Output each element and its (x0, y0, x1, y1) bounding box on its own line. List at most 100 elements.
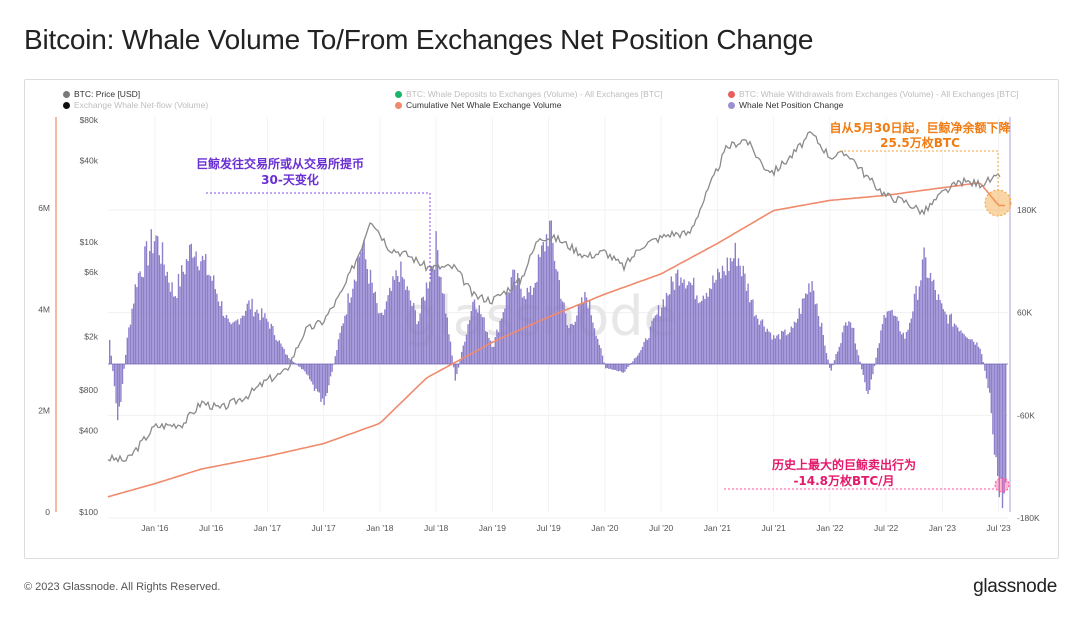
net-change-bar (432, 266, 434, 364)
net-change-bar (425, 282, 428, 364)
net-change-bar (971, 339, 973, 364)
net-change-bar (901, 334, 903, 364)
price-tick-label: $6k (84, 267, 98, 277)
legend-item-deposits[interactable]: BTC: Whale Deposits to Exchanges (Volume… (395, 89, 663, 99)
net-change-bar (445, 313, 447, 364)
net-change-bar (1005, 364, 1007, 483)
net-change-bar (998, 364, 1000, 498)
net-change-bar (387, 295, 389, 364)
net-change-bar (681, 282, 684, 364)
net-change-bar (336, 350, 338, 364)
net-change-bar (411, 305, 413, 364)
net-change-bar (435, 231, 437, 364)
net-change-bar (113, 364, 116, 387)
net-change-bar (605, 364, 607, 369)
net-change-bar (755, 314, 757, 364)
net-change-bar (989, 364, 991, 393)
legend-item-cumulative[interactable]: Cumulative Net Whale Exchange Volume (395, 100, 561, 110)
net-change-bar (341, 325, 343, 364)
net-change-bar (318, 364, 320, 393)
net-change-bar (614, 364, 616, 370)
net-change-bar (505, 293, 508, 364)
net-change-bar (363, 240, 365, 364)
net-change-bar (309, 364, 311, 380)
net-change-bar (573, 325, 575, 364)
net-change-bar (414, 310, 416, 364)
net-change-bar (494, 337, 496, 364)
net-change-bar (581, 297, 583, 364)
net-change-bar (256, 309, 258, 364)
net-change-bar (317, 364, 319, 392)
net-change-bar (630, 363, 632, 364)
net-change-bar (493, 346, 495, 364)
net-change-bar (710, 289, 712, 364)
net-change-bar (269, 328, 271, 364)
cumulative-line (107, 182, 1005, 498)
net-change-bar (934, 290, 936, 364)
net-change-bar (515, 285, 517, 364)
net-change-bar (729, 257, 732, 364)
net-change-bar (899, 331, 901, 364)
net-change-bar (377, 313, 380, 364)
net-change-bar (995, 364, 997, 458)
legend-item-withdrawals[interactable]: BTC: Whale Withdrawals from Exchanges (V… (728, 89, 1019, 99)
x-tick-label: Jul '21 (761, 523, 786, 533)
net-change-bar (635, 357, 637, 364)
net-change-bar (582, 302, 584, 364)
net-change-bar (805, 293, 807, 364)
net-change-bar (910, 318, 912, 364)
net-change-bar (441, 293, 444, 364)
x-tick-label: Jul '18 (424, 523, 449, 533)
net-change-bar (672, 281, 674, 364)
legend-item-price[interactable]: BTC: Price [USD] (63, 89, 140, 99)
net-change-bar (302, 364, 304, 370)
net-change-bar (611, 364, 613, 370)
net-change-bar (293, 362, 295, 364)
net-change-bar (752, 299, 754, 364)
net-change-bar (629, 364, 631, 366)
net-change-bar (237, 319, 239, 364)
net-change-bar (110, 355, 112, 364)
net-change-bar (750, 299, 752, 364)
net-change-bar (437, 250, 439, 364)
net-change-bar (123, 364, 125, 369)
net-change-bar (241, 315, 244, 364)
net-change-bar (373, 293, 375, 364)
net-change-bar (417, 321, 420, 364)
net-change-bar (163, 264, 165, 364)
net-change-bar (525, 299, 527, 364)
net-change-bar (902, 332, 904, 364)
legend-item-net-change[interactable]: Whale Net Position Change (728, 100, 843, 110)
net-change-bar (558, 280, 560, 364)
net-change-bar (451, 355, 453, 364)
net-change-bar (939, 300, 941, 364)
net-change-bar (856, 349, 858, 364)
net-change-bar (136, 287, 138, 364)
net-change-bar (835, 353, 837, 364)
net-change-bar (520, 288, 522, 364)
net-change-bar (589, 300, 591, 364)
net-change-tick-label: -180K (1017, 513, 1040, 523)
net-change-bar (976, 342, 978, 364)
legend-deposits-dot-icon (395, 91, 402, 98)
net-change-bar (144, 246, 146, 364)
net-change-bar (1001, 364, 1004, 509)
net-change-bar (342, 323, 344, 364)
net-change-bar (955, 325, 957, 364)
legend-label: Cumulative Net Whale Exchange Volume (406, 100, 562, 110)
net-change-bar (389, 287, 391, 364)
net-change-bar (497, 332, 500, 364)
net-change-bar (782, 331, 784, 364)
net-change-bar (793, 321, 796, 364)
net-change-bar (745, 290, 748, 364)
net-change-bar (760, 320, 762, 364)
annotation-text: 巨鲸发往交易所或从交易所提币 (196, 156, 364, 171)
net-change-bar (395, 270, 397, 364)
net-change-bar (1000, 364, 1002, 479)
net-change-bar (590, 315, 592, 364)
legend-label: BTC: Whale Withdrawals from Exchanges (V… (739, 89, 1019, 99)
net-change-bar (646, 339, 648, 364)
annotation-text: 自从5月30日起，巨鲸净余额下降 (829, 120, 1011, 135)
net-change-bar (973, 341, 975, 364)
legend-item-netflow[interactable]: Exchange Whale Net-flow (Volume) (63, 100, 208, 110)
